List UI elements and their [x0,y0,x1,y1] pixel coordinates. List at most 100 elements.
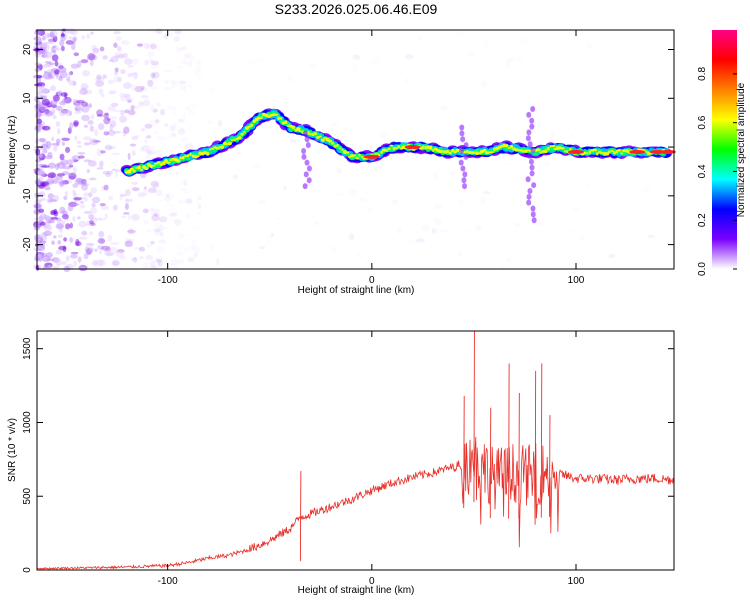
spectrogram-noise-blob [96,113,104,118]
spectrogram-hotspot [659,149,676,154]
spectrogram-noise-blob [81,70,91,77]
spectrogram-noise-blob [399,112,403,115]
spectrogram-ridge-blob [323,137,328,140]
spectrogram-ridge-blob [489,150,495,153]
spectrogram-streak-blob [301,147,307,154]
spectrogram-noise-blob [81,105,90,113]
spectrogram-noise-blob [112,204,118,211]
snr-x-label: Height of straight line (km) [298,585,415,596]
spectrogram-ridge-blob [129,167,134,171]
spectrogram-noise-blob [47,162,56,169]
spectrogram-streak-blob [526,199,532,206]
spectrogram-noise-blob [83,211,92,214]
spectrogram-noise-blob [153,227,162,232]
spectrogram-ridge-blob [179,156,182,160]
spectrogram-noise-blob [164,123,169,127]
x-tick-label: 100 [568,576,585,587]
spectrogram-noise-blob [130,257,138,262]
spectrogram-ridge-blob [284,120,288,124]
spectrogram-noise-blob [53,211,58,217]
spectrogram-noise-blob [122,52,128,59]
spectrogram-noise-blob [450,171,456,176]
spectrogram-noise-blob [154,131,159,134]
spectrogram-noise-blob [63,195,68,201]
spectrogram-noise-blob [586,43,593,49]
spectrogram-ridge-blob [617,149,621,152]
spectrogram-noise-blob [270,232,275,237]
spectrogram-streak-blob [304,136,310,143]
spectrogram-noise-blob [124,203,129,210]
spectrogram-streak-blob [458,159,464,166]
spectrogram-noise-blob [146,51,155,58]
spectrogram-ridge-blob [164,159,168,163]
spectrogram-noise-blob [168,106,177,111]
spectrogram-streak-blob [459,124,465,131]
spectrogram-noise-blob [73,52,79,57]
spectrogram-noise-blob [115,36,122,41]
spectrogram-noise-blob [66,159,74,166]
spectrogram-noise-blob [176,244,185,250]
spectrogram-noise-blob [96,259,104,266]
spectrogram-noise-blob [183,61,189,66]
x-tick-label: 100 [568,275,585,286]
spectrogram-noise-blob [150,180,159,188]
spectrogram-noise-blob [58,75,63,82]
spectrogram-noise-blob [236,151,244,157]
spectrogram-noise-blob [643,186,651,193]
spectrogram-ridge-blob [298,130,303,133]
spectrogram-noise-blob [147,229,151,233]
x-tick-label: -100 [158,275,178,286]
spectrogram-noise-blob [83,196,88,202]
spectrogram-noise-blob [50,85,57,92]
snr-frame [36,330,675,571]
spectrogram-noise-blob [561,155,566,161]
spectrogram-noise-blob [145,243,153,248]
spectrogram-streak-blob [529,117,535,124]
spectrogram-noise-blob [162,226,169,231]
spectrogram-noise-blob [34,217,41,221]
spectrogram-noise-blob [70,63,79,69]
spectrogram-noise-blob [150,60,160,66]
spectrogram-noise-blob [140,127,146,132]
spectrogram-noise-blob [113,52,123,59]
spectrogram-noise-blob [74,135,78,141]
spectrogram-noise-blob [55,175,63,180]
spectrogram-noise-blob [68,80,77,86]
spectrogram-ridge-blob [384,148,389,152]
spectrogram-noise-blob [155,258,163,263]
spectrogram-noise-blob [181,46,187,51]
spectrogram-noise-blob [352,54,361,60]
spectrogram-noise-blob [76,107,84,112]
spectrogram-noise-blob [89,220,94,225]
spectrogram-noise-blob [351,64,358,71]
spectrogram-noise-blob [57,234,63,239]
spectrogram-noise-blob [72,189,77,196]
spectrogram-noise-blob [52,266,60,271]
spectrogram-noise-blob [209,243,214,250]
spectrogram-noise-blob [38,234,47,242]
snr-peak [540,363,543,518]
spectrogram-noise-blob [154,148,163,153]
spectrogram-noise-blob [71,252,77,257]
colorbar-tick-label: 0.6 [697,115,708,129]
spectrogram-noise-blob [439,105,449,111]
spectrogram-noise-blob [47,177,53,182]
spectrogram-noise-blob [120,40,130,46]
spectrogram-noise-blob [50,142,60,146]
spectrogram-noise-blob [216,258,220,266]
spectrogram-streak-blob [530,106,536,113]
spectrogram-noise-blob [149,119,158,127]
spectrogram-noise-blob [86,168,90,174]
spectrogram-ridge-blob [252,119,256,123]
spectrogram-noise-blob [73,120,80,126]
snr-peak [508,363,510,519]
spectrogram-noise-blob [74,107,79,112]
spectrogram-noise-blob [83,136,92,141]
spectrogram-ridge-blob [328,139,333,143]
spectrogram-noise-blob [56,128,61,135]
spectrogram-noise-blob [397,228,402,234]
spectrogram-noise-blob [433,172,438,179]
spectrogram-noise-blob [41,98,50,106]
spectrogram-noise-blob [93,260,99,267]
